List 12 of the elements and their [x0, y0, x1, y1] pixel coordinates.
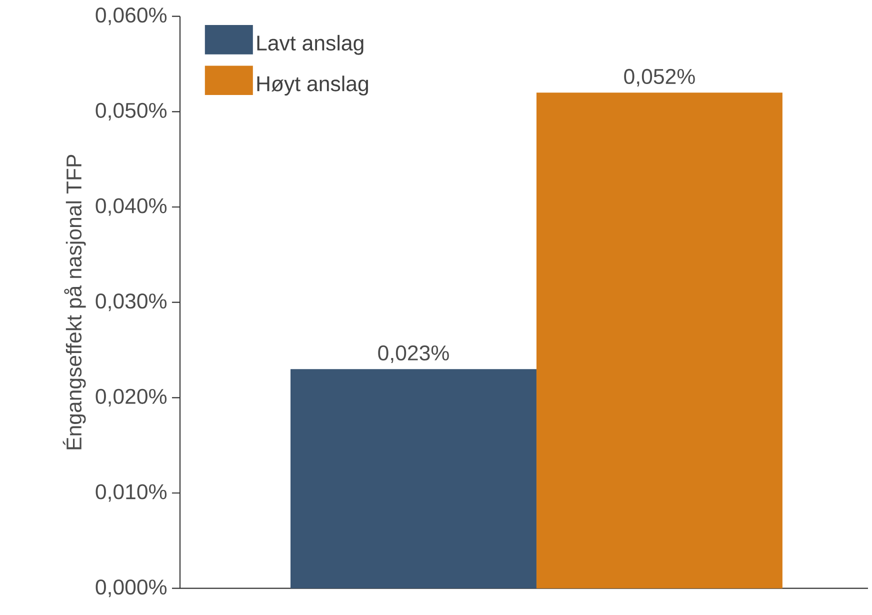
- data-label: 0,023%: [378, 345, 449, 364]
- y-tick-label: 0,030%: [96, 294, 167, 312]
- y-tick-label: 0,040%: [96, 198, 167, 216]
- y-axis-title: Éngangseffekt på nasjonal TFP: [62, 154, 86, 450]
- y-tick-label: 0,060%: [96, 8, 167, 26]
- legend-label: Lavt anslag: [257, 34, 364, 55]
- data-label: 0,052%: [624, 68, 695, 87]
- y-tick-label: 0,010%: [96, 484, 167, 502]
- y-tick-label: 0,000%: [96, 580, 167, 598]
- legend-label: Høyt anslag: [257, 76, 368, 96]
- y-tick-label: 0,020%: [96, 388, 167, 406]
- y-tick-label: 0,050%: [96, 102, 167, 120]
